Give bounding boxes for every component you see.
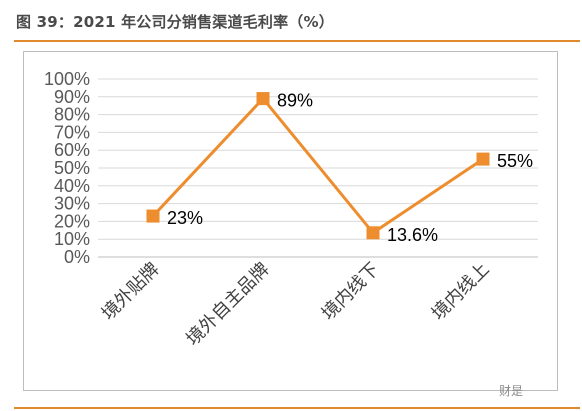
chart-frame (23, 51, 558, 391)
y-tick-label: 20% (54, 211, 90, 231)
figure-title: 图 39：2021 年公司分销售渠道毛利率（%） (16, 13, 334, 31)
data-point-marker (256, 92, 270, 106)
y-tick-label: 30% (54, 194, 90, 214)
x-tick-label: 境外自主品牌 (182, 259, 273, 350)
watermark: 财是 (499, 384, 524, 398)
data-label: 13.6% (387, 225, 438, 245)
x-tick-label: 境内线上 (428, 259, 494, 325)
x-tick-label: 境内线下 (318, 259, 384, 325)
y-tick-label: 90% (54, 87, 90, 107)
bottom-divider (14, 407, 580, 409)
top-divider (14, 40, 580, 42)
y-tick-label: 40% (54, 176, 90, 196)
y-tick-label: 100% (44, 69, 90, 89)
data-labels: 23% 89% 13.6% 55% (167, 91, 533, 245)
data-label: 23% (167, 208, 203, 228)
y-axis-tick-labels: 0%10%20%30%40%50%60%70%80%90%100% (44, 69, 90, 267)
y-tick-label: 50% (54, 158, 90, 178)
x-axis-category-labels: 境外贴牌 境外自主品牌 境内线下 境内线上 (98, 259, 494, 350)
data-label: 89% (277, 91, 313, 111)
data-point-marker (366, 226, 380, 240)
data-point-marker (146, 209, 160, 223)
series-line-path (151, 96, 484, 235)
x-tick-label: 境外贴牌 (98, 259, 164, 325)
y-tick-label: 70% (54, 122, 90, 142)
y-tick-label: 80% (54, 105, 90, 125)
y-tick-label: 0% (64, 247, 90, 267)
gridlines (98, 78, 538, 258)
y-tick-label: 60% (54, 140, 90, 160)
y-tick-label: 10% (54, 229, 90, 249)
data-point-marker (476, 152, 490, 166)
series-line (151, 96, 484, 235)
series-markers (146, 92, 490, 240)
data-label: 55% (497, 151, 533, 171)
